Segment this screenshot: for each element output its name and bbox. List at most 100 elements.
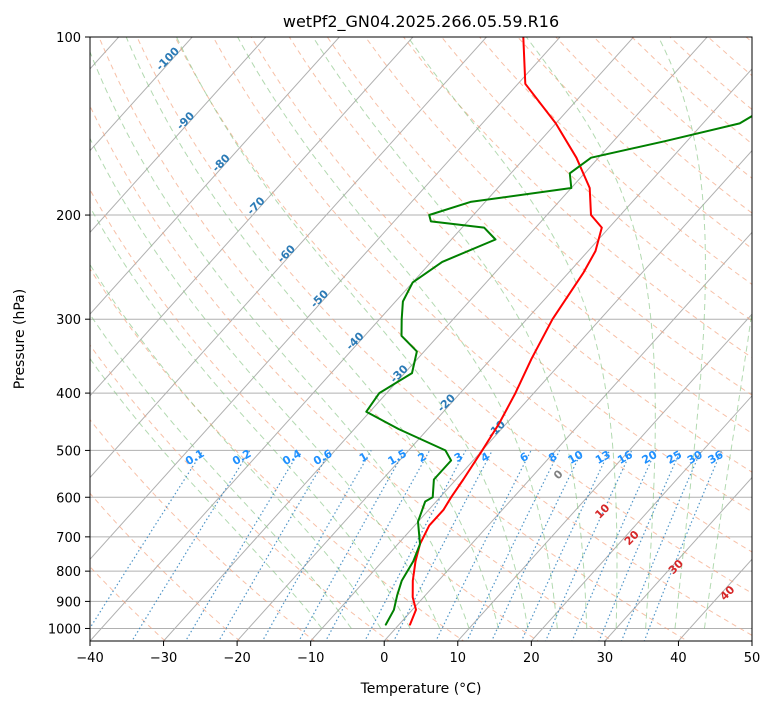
dry-adiabat-line [250, 37, 752, 513]
isotherm-line [0, 10, 70, 653]
moist-adiabat-line [90, 357, 323, 629]
dry-adiabat-line [288, 37, 752, 473]
x-tick-label: 0 [380, 651, 388, 666]
x-tick-label: −20 [223, 651, 250, 666]
dry-adiabat-line [136, 37, 752, 636]
mixing-ratio-label: 8 [546, 450, 559, 465]
mixing-ratio-line [598, 450, 682, 641]
dry-adiabat-line [90, 492, 241, 641]
isotherm-label: -30 [388, 362, 411, 385]
isotherm-line [309, 149, 752, 641]
moist-adiabat-line [703, 308, 752, 629]
x-tick-label: 30 [597, 651, 614, 666]
isotherm-line [90, 37, 488, 479]
x-tick-label: 10 [450, 651, 467, 666]
plot-frame [89, 36, 753, 642]
mixing-ratio-line [131, 450, 251, 641]
dry-adiabat-line [745, 37, 752, 43]
mixing-ratio-label: 6 [518, 450, 531, 465]
mixing-ratio-label: 2 [416, 450, 429, 465]
mixing-ratio-line [571, 450, 657, 641]
dry-adiabat-line [593, 37, 752, 179]
mixing-ratio-line [298, 450, 406, 641]
isotherm-label: -40 [343, 329, 366, 352]
y-tick-label: 200 [56, 209, 81, 224]
mixing-ratio-line [90, 450, 204, 630]
moist-adiabat-label: 0 [551, 467, 566, 482]
moist-adiabat-line [525, 37, 656, 629]
moist-adiabat-line [90, 263, 382, 629]
isotherm-line [457, 313, 752, 641]
mixing-ratio-line [643, 450, 723, 641]
x-tick-label: −10 [297, 651, 324, 666]
moist-adiabat-line [125, 37, 499, 629]
temperature-profile-line [409, 37, 603, 626]
isotherm-line [90, 37, 414, 397]
mixing-ratio-line [491, 450, 583, 641]
isotherm-label: -100 [153, 44, 182, 73]
y-tick-label: 1000 [48, 622, 81, 637]
y-tick-label: 400 [56, 387, 81, 402]
isotherm-line [90, 37, 561, 561]
isotherm-label: -20 [435, 391, 458, 414]
isotherm-line [90, 37, 267, 234]
y-axis: 100 200 300 400 500 600 700 800 900 1000 [48, 31, 90, 637]
mixing-ratio-label: 3 [452, 450, 465, 465]
y-tick-label: 700 [56, 531, 81, 546]
mixing-ratio-line [184, 450, 301, 641]
moist-adiabat-line [90, 206, 411, 629]
x-axis: −40 −30 −20 −10 0 10 20 30 40 50 [76, 641, 760, 666]
isotherm-label: -80 [210, 151, 233, 174]
isotherm-line [90, 37, 341, 315]
isotherm-label: -90 [174, 109, 197, 132]
mixing-ratio-line [466, 450, 561, 641]
isotherm-label: -70 [244, 194, 267, 217]
isotherm-label: -60 [275, 242, 298, 265]
dewpoint-profile-line [365, 114, 752, 626]
moist-adiabat-line [90, 313, 352, 629]
moist-adiabat-label: 30 [666, 557, 686, 577]
mixing-ratio-line [620, 450, 702, 641]
dry-adiabat-line [364, 37, 752, 396]
dry-adiabat-line [98, 37, 689, 641]
background-lines [0, 10, 775, 653]
dry-adiabat-line [440, 37, 752, 322]
moist-adiabat-line [90, 50, 470, 629]
isotherm-line [162, 37, 708, 641]
moist-adiabat-line [176, 37, 529, 629]
y-tick-label: 800 [56, 565, 81, 580]
isotherm-line [751, 640, 752, 641]
mixing-ratio-line [218, 450, 332, 641]
x-axis-title: Temperature (°C) [360, 681, 482, 697]
moist-adiabat-line [90, 137, 441, 629]
isotherm-line [236, 68, 752, 641]
x-tick-label: 40 [670, 651, 687, 666]
isotherm-line [90, 37, 193, 152]
mixing-ratio-line [393, 450, 493, 641]
isotherm-line [383, 231, 752, 641]
moist-adiabat-label: 10 [592, 501, 612, 521]
x-tick-label: −30 [150, 651, 177, 666]
x-tick-label: −40 [76, 651, 103, 666]
mixing-ratio-line [325, 450, 431, 641]
moist-adiabat-line [312, 37, 588, 629]
mixing-ratio-line [364, 450, 467, 641]
dry-adiabat-line [90, 267, 465, 641]
isotherm-line [604, 476, 752, 641]
chart-title: wetPf2_GN04.2025.266.05.59.R16 [283, 12, 559, 32]
moist-adiabat-label: 40 [717, 583, 737, 603]
y-tick-label: 900 [56, 595, 81, 610]
dry-adiabat-line [90, 418, 316, 641]
y-tick-label: 100 [56, 31, 81, 46]
sounding-profiles [365, 37, 752, 626]
dry-adiabat-line [555, 37, 752, 214]
mixing-ratio-line [261, 450, 372, 641]
dry-adiabat-line [753, 10, 775, 653]
dry-adiabat-line [326, 37, 752, 434]
moist-adiabat-line [237, 37, 558, 629]
moist-adiabat-line [658, 37, 706, 629]
dry-adiabat-line [90, 104, 614, 641]
y-tick-label: 600 [56, 491, 81, 506]
dry-adiabat-line [478, 37, 752, 285]
